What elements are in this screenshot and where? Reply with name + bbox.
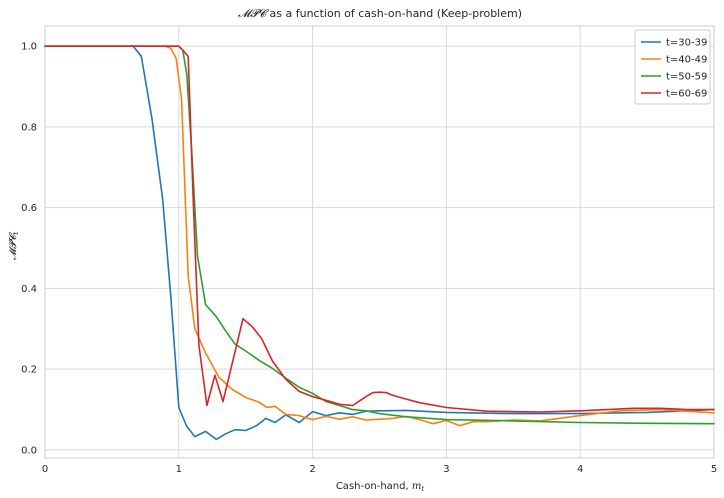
y-axis-label-var: 𝓜𝓟𝓒: [8, 232, 19, 260]
legend-entry-label: t=60-69: [666, 89, 707, 100]
y-axis-ticks: 0.0 0.2 0.4 0.6 0.8 1.0: [21, 42, 37, 457]
x-axis-label: Cash-on-hand, mt: [336, 481, 425, 493]
x-tick-label: 1: [176, 464, 182, 475]
y-tick-label: 0.0: [21, 445, 37, 456]
legend: t=30-39 t=40-49 t=50-59 t=60-69: [634, 29, 711, 105]
y-tick-label: 0.6: [21, 203, 37, 214]
y-axis-label-sub: t: [12, 232, 20, 235]
legend-entry-label: t=50-59: [666, 72, 707, 83]
y-tick-label: 0.4: [21, 284, 37, 295]
grid: [44, 26, 715, 458]
x-axis-label-text: Cash-on-hand,: [336, 481, 412, 492]
chart-title: 𝓜𝓟𝓒 as a function of cash-on-hand (Keep-…: [238, 7, 522, 20]
x-tick-label: 5: [711, 464, 717, 475]
x-tick-label: 3: [443, 464, 449, 475]
y-tick-label: 0.8: [21, 122, 37, 133]
x-axis-label-sub: t: [421, 485, 424, 493]
chart-title-math: 𝓜𝓟𝓒: [238, 7, 269, 20]
legend-entry-label: t=40-49: [666, 55, 707, 66]
x-tick-label: 0: [42, 464, 48, 475]
chart-title-text: as a function of cash-on-hand (Keep-prob…: [266, 7, 522, 20]
y-tick-label: 1.0: [21, 42, 37, 53]
series-line-3: [44, 45, 715, 413]
series-lines: [44, 45, 715, 441]
series-line-1: [44, 45, 715, 427]
x-axis-ticks: 0 1 2 3 4 5: [42, 464, 717, 475]
legend-entry-label: t=30-39: [666, 38, 707, 49]
y-axis-label: 𝓜𝓟𝓒t: [8, 232, 20, 261]
plot-area-frame: [44, 25, 715, 459]
x-axis-label-var: m: [412, 481, 421, 492]
legend-box: [634, 29, 711, 105]
x-tick-label: 2: [309, 464, 315, 475]
x-tick-label: 4: [577, 464, 583, 475]
series-line-0: [44, 45, 715, 441]
y-tick-label: 0.2: [21, 365, 37, 376]
